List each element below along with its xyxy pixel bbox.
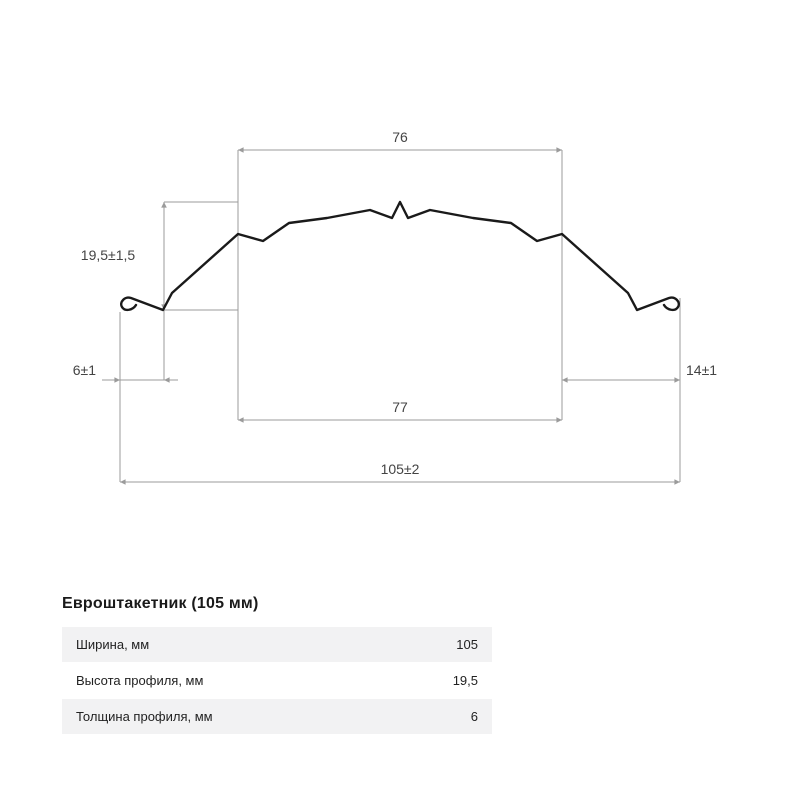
profile-diagram: 76 19,5±1,5 6±1 77 14±1 105±2 xyxy=(0,0,800,560)
spec-label: Ширина, мм xyxy=(76,637,149,652)
spec-label: Высота профиля, мм xyxy=(76,673,203,688)
svg-text:6±1: 6±1 xyxy=(73,362,96,378)
spec-table: Евроштакетник (105 мм) Ширина, мм 105 Вы… xyxy=(62,595,492,735)
spec-value: 105 xyxy=(456,637,478,652)
spec-value: 6 xyxy=(471,709,478,724)
svg-text:77: 77 xyxy=(392,399,408,415)
spec-row: Высота профиля, мм 19,5 xyxy=(62,663,492,699)
spec-row: Толщина профиля, мм 6 xyxy=(62,699,492,735)
svg-text:105±2: 105±2 xyxy=(381,461,420,477)
svg-text:76: 76 xyxy=(392,129,408,145)
svg-text:14±1: 14±1 xyxy=(686,362,717,378)
spec-row: Ширина, мм 105 xyxy=(62,627,492,663)
spec-label: Толщина профиля, мм xyxy=(76,709,213,724)
spec-title: Евроштакетник (105 мм) xyxy=(62,595,492,613)
spec-value: 19,5 xyxy=(453,673,478,688)
svg-text:19,5±1,5: 19,5±1,5 xyxy=(81,247,136,263)
